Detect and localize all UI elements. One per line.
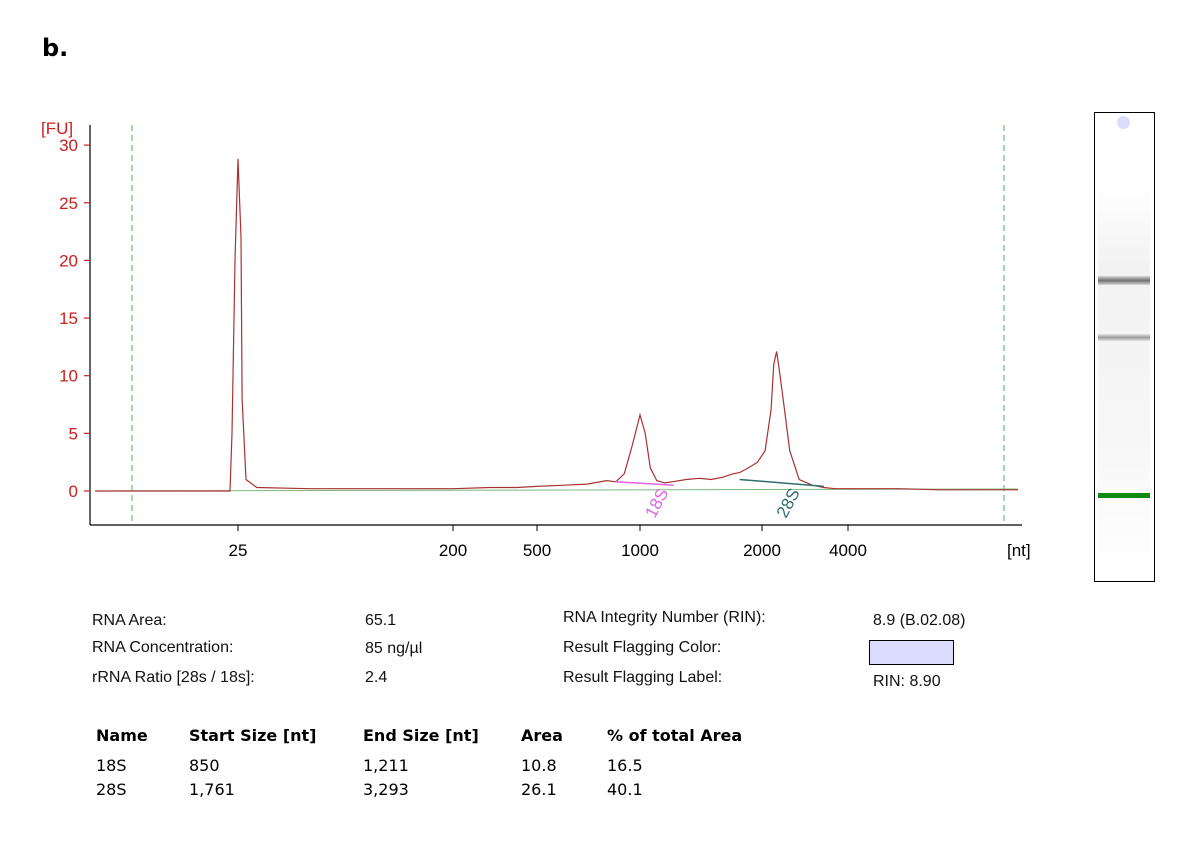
peak-18s-label: 18S [641, 485, 672, 521]
result-flag-color-swatch [869, 640, 954, 665]
gel-smear [1098, 188, 1150, 578]
gel-band-18s [1098, 334, 1150, 341]
peak-table-cell: 1,761 [189, 780, 235, 799]
baseline [94, 488, 1019, 492]
x-tick-label: 2000 [743, 541, 781, 560]
peak-28s-baseline [739, 478, 824, 488]
y-tick-label: 0 [69, 482, 78, 501]
rna-area-label: RNA Area: [92, 612, 167, 629]
x-tick-label: 200 [439, 541, 467, 560]
peak-table-cell: 40.1 [607, 780, 643, 799]
y-tick-label: 10 [59, 367, 78, 386]
rna-area-value: 65.1 [365, 612, 397, 629]
y-axis-unit: [FU] [41, 119, 73, 138]
peak-table-cell: 1,211 [363, 756, 409, 775]
y-tick-label: 15 [59, 309, 78, 328]
peak-18s-baseline [615, 481, 674, 486]
flag-label-value: RIN: 8.90 [873, 673, 941, 690]
y-tick-label: 30 [59, 136, 78, 155]
gel-lane [1094, 112, 1155, 582]
peak-table-header-start: Start Size [nt] [189, 726, 317, 745]
flag-color-label: Result Flagging Color: [563, 639, 722, 656]
peak-table-cell: 18S [96, 756, 127, 775]
x-tick-label: 1000 [621, 541, 659, 560]
peak-table-cell: 28S [96, 780, 127, 799]
peak-table-header-percent: % of total Area [607, 726, 743, 745]
rna-concentration-label: RNA Concentration: [92, 639, 234, 656]
peak-table-header-end: End Size [nt] [363, 726, 479, 745]
peak-table-cell: 850 [189, 756, 220, 775]
panel-label: b. [42, 34, 69, 62]
peak-table-cell: 16.5 [607, 756, 643, 775]
peak-table-cell: 3,293 [363, 780, 409, 799]
x-tick-label: 4000 [829, 541, 867, 560]
gel-lower-marker [1098, 493, 1150, 498]
y-tick-label: 20 [59, 251, 78, 270]
peak-table-cell: 10.8 [521, 756, 557, 775]
rrna-ratio-label: rRNA Ratio [28s / 18s]: [92, 669, 255, 686]
electropherogram-trace [95, 158, 1018, 492]
x-axis-unit: [nt] [1007, 541, 1031, 560]
peak-28s-label: 28S [773, 485, 804, 521]
rna-concentration-value: 85 ng/µl [365, 640, 423, 657]
peak-table-cell: 26.1 [521, 780, 557, 799]
x-tick-label: 25 [229, 541, 248, 560]
flag-label-label: Result Flagging Label: [563, 669, 723, 686]
y-tick-label: 25 [59, 194, 78, 213]
electropherogram-chart: 0 5 10 15 20 25 30 25 200 500 1000 2000 4000 [FU] [nt]… [41, 119, 1031, 560]
peak-table-header-name: Name [96, 726, 148, 745]
rin-value: 8.9 (B.02.08) [873, 612, 966, 629]
rin-label: RNA Integrity Number (RIN): [563, 609, 766, 626]
gel-band-28s [1098, 276, 1150, 285]
x-tick-label: 500 [523, 541, 551, 560]
gel-top-dot [1117, 116, 1130, 129]
y-tick-label: 5 [69, 424, 78, 443]
rrna-ratio-value: 2.4 [365, 669, 388, 686]
peak-table-header-area: Area [521, 726, 563, 745]
